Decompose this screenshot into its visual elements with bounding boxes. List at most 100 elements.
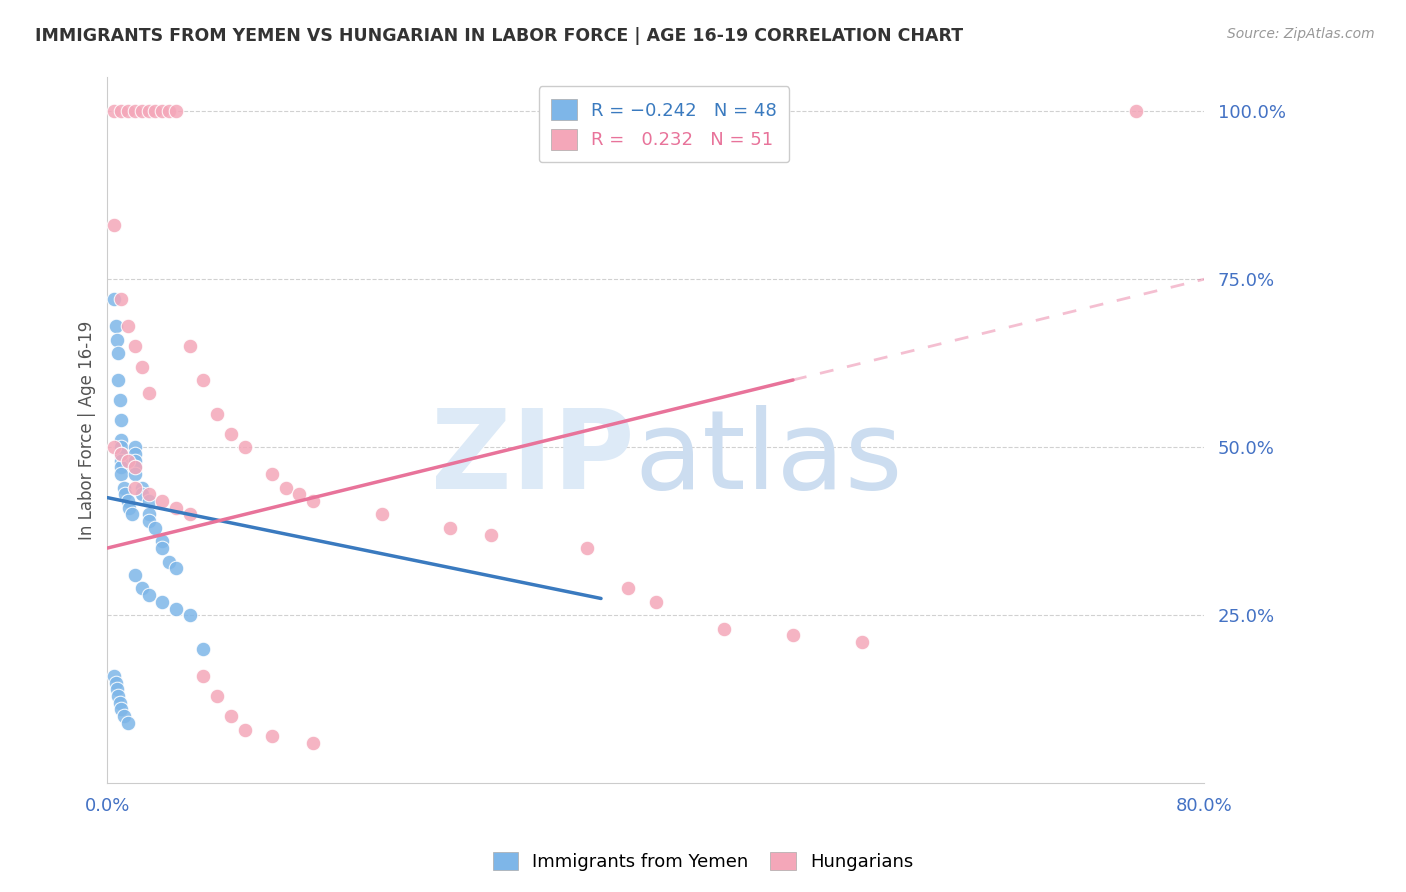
Point bbox=[112, 709, 135, 723]
Point bbox=[205, 407, 228, 421]
Point bbox=[179, 508, 201, 522]
Point bbox=[782, 628, 804, 642]
Point bbox=[104, 319, 127, 334]
Point bbox=[288, 487, 311, 501]
Point bbox=[110, 702, 132, 716]
Legend: R = −0.242   N = 48, R =   0.232   N = 51: R = −0.242 N = 48, R = 0.232 N = 51 bbox=[538, 87, 789, 162]
Text: atlas: atlas bbox=[634, 405, 903, 512]
Point bbox=[110, 460, 132, 475]
Text: Source: ZipAtlas.com: Source: ZipAtlas.com bbox=[1227, 27, 1375, 41]
Point bbox=[110, 434, 132, 448]
Point bbox=[131, 487, 153, 501]
Point bbox=[131, 481, 153, 495]
Point bbox=[302, 494, 325, 508]
Point bbox=[233, 723, 256, 737]
Point bbox=[145, 521, 167, 535]
Point bbox=[150, 541, 173, 555]
Point bbox=[1125, 104, 1147, 119]
Point bbox=[117, 319, 139, 334]
Point bbox=[104, 675, 127, 690]
Point bbox=[138, 104, 160, 119]
Point bbox=[110, 467, 132, 482]
Point bbox=[105, 333, 128, 347]
Point bbox=[165, 500, 187, 515]
Point bbox=[576, 541, 599, 555]
Point bbox=[157, 554, 180, 568]
Point bbox=[193, 669, 215, 683]
Point bbox=[108, 696, 131, 710]
Point bbox=[124, 467, 146, 482]
Point bbox=[138, 487, 160, 501]
Y-axis label: In Labor Force | Age 16-19: In Labor Force | Age 16-19 bbox=[79, 321, 96, 540]
Point bbox=[117, 494, 139, 508]
Point bbox=[193, 373, 215, 387]
Point bbox=[179, 339, 201, 353]
Point bbox=[112, 481, 135, 495]
Point bbox=[107, 373, 129, 387]
Point bbox=[124, 460, 146, 475]
Point bbox=[617, 582, 640, 596]
Point bbox=[121, 508, 143, 522]
Point bbox=[205, 689, 228, 703]
Point bbox=[138, 508, 160, 522]
Point bbox=[138, 386, 160, 401]
Point bbox=[150, 595, 173, 609]
Point bbox=[110, 413, 132, 427]
Text: IMMIGRANTS FROM YEMEN VS HUNGARIAN IN LABOR FORCE | AGE 16-19 CORRELATION CHART: IMMIGRANTS FROM YEMEN VS HUNGARIAN IN LA… bbox=[35, 27, 963, 45]
Point bbox=[110, 440, 132, 454]
Point bbox=[124, 104, 146, 119]
Point bbox=[370, 508, 392, 522]
Point bbox=[260, 729, 283, 743]
Point bbox=[138, 588, 160, 602]
Point bbox=[233, 440, 256, 454]
Point bbox=[105, 682, 128, 697]
Point bbox=[114, 487, 136, 501]
Point bbox=[124, 440, 146, 454]
Point bbox=[103, 219, 125, 233]
Point bbox=[644, 595, 666, 609]
Point bbox=[107, 689, 129, 703]
Point bbox=[117, 453, 139, 467]
Point bbox=[117, 104, 139, 119]
Point bbox=[124, 453, 146, 467]
Point bbox=[110, 293, 132, 307]
Point bbox=[851, 635, 873, 649]
Point bbox=[118, 500, 141, 515]
Point bbox=[103, 669, 125, 683]
Point bbox=[157, 104, 180, 119]
Point bbox=[302, 736, 325, 750]
Point bbox=[110, 447, 132, 461]
Point bbox=[219, 709, 242, 723]
Point bbox=[274, 481, 297, 495]
Point bbox=[110, 447, 132, 461]
Point bbox=[110, 104, 132, 119]
Point bbox=[145, 104, 167, 119]
Point bbox=[260, 467, 283, 482]
Point bbox=[150, 494, 173, 508]
Point bbox=[713, 622, 735, 636]
Point bbox=[219, 426, 242, 441]
Point bbox=[165, 104, 187, 119]
Point bbox=[110, 453, 132, 467]
Point bbox=[131, 359, 153, 374]
Point bbox=[138, 514, 160, 528]
Point bbox=[179, 608, 201, 623]
Legend: Immigrants from Yemen, Hungarians: Immigrants from Yemen, Hungarians bbox=[485, 845, 921, 879]
Point bbox=[124, 481, 146, 495]
Point bbox=[138, 494, 160, 508]
Point bbox=[124, 447, 146, 461]
Point bbox=[117, 715, 139, 730]
Point bbox=[103, 104, 125, 119]
Text: ZIP: ZIP bbox=[430, 405, 634, 512]
Point bbox=[131, 582, 153, 596]
Point bbox=[165, 601, 187, 615]
Point bbox=[150, 534, 173, 549]
Point bbox=[124, 460, 146, 475]
Point bbox=[124, 568, 146, 582]
Point bbox=[165, 561, 187, 575]
Point bbox=[479, 527, 502, 541]
Point bbox=[439, 521, 461, 535]
Point bbox=[124, 339, 146, 353]
Point bbox=[150, 104, 173, 119]
Point bbox=[107, 346, 129, 360]
